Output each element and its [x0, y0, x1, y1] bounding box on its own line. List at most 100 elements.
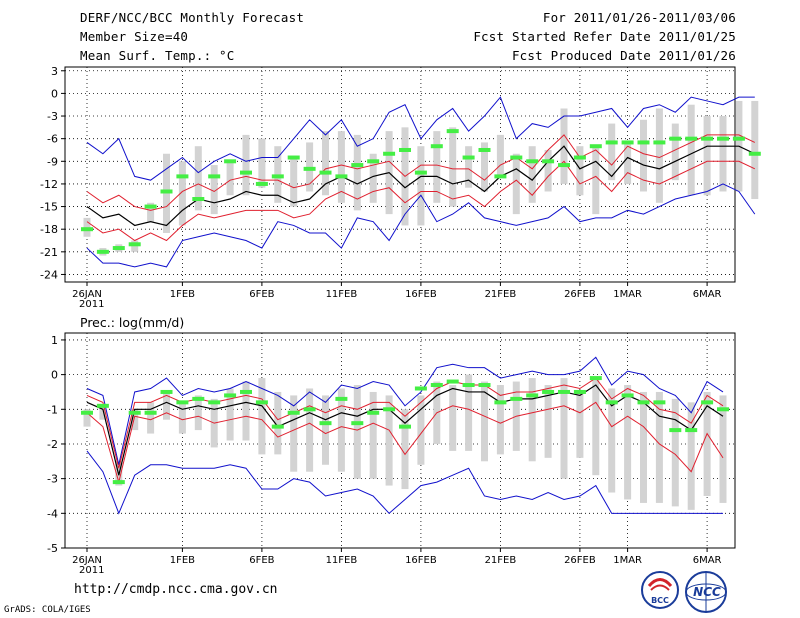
- temp-ytick-label: -9: [47, 155, 58, 168]
- prec-ensemble-bar: [608, 388, 616, 493]
- temp-ytick-label: -21: [40, 246, 58, 259]
- prec-chart-title: Prec.: log(mm/d): [80, 315, 184, 330]
- temp-clim-marker: [717, 136, 729, 141]
- temp-ensemble-bar: [576, 146, 584, 196]
- temp-ytick-label: -3: [47, 110, 58, 123]
- prec-clim-marker: [81, 410, 93, 415]
- temp-ensemble-bar: [433, 131, 441, 203]
- prec-ensemble-bar: [258, 378, 266, 455]
- prec-ytick-label: -4: [47, 507, 58, 520]
- temp-ensemble-bar: [687, 104, 695, 196]
- prec-xtick-year: 2011: [79, 565, 104, 576]
- temp-ensemble-bar: [417, 146, 425, 226]
- source-url[interactable]: http://cmdp.ncc.cma.gov.cn: [74, 582, 278, 597]
- prec-ensemble-bar: [306, 388, 314, 472]
- prec-ensemble-bar: [528, 378, 536, 462]
- temp-clim-marker: [176, 174, 189, 179]
- temp-ensemble-bar: [258, 138, 266, 188]
- prec-ensemble-bar: [147, 402, 155, 434]
- temp-ensemble-bar: [544, 149, 552, 192]
- prec-clim-marker: [589, 376, 602, 381]
- temp-ensemble-bar: [290, 157, 298, 207]
- member-size: Member Size=40: [80, 29, 189, 44]
- prec-xtick-label: 1FEB: [170, 555, 195, 566]
- temp-ytick-label: 0: [51, 87, 58, 100]
- temp-clim-marker: [240, 170, 252, 175]
- temp-xtick-year: 2011: [79, 299, 104, 310]
- prec-xtick-label: 1MAR: [613, 555, 642, 566]
- prec-clim-marker: [96, 403, 109, 408]
- temp-clim-marker: [335, 174, 348, 179]
- temp-ensemble-bar: [640, 119, 647, 192]
- temp-ensemble-bar: [608, 123, 616, 181]
- temp-clim-marker: [144, 204, 157, 209]
- prec-ensemble-bar: [163, 391, 170, 420]
- prec-clim-marker: [462, 383, 475, 388]
- prec-xtick-label: 16FEB: [405, 555, 437, 566]
- temp-ensemble-bar: [512, 153, 520, 215]
- prec-clim-marker: [430, 383, 443, 388]
- temp-ytick-label: -12: [40, 178, 58, 191]
- prec-clim-marker: [224, 393, 237, 398]
- temp-ensemble-bar: [496, 134, 504, 177]
- prec-clim-marker: [446, 379, 459, 384]
- temp-clim-marker: [526, 159, 539, 164]
- temp-ensemble-bar: [449, 127, 457, 207]
- prec-ensemble-bar: [83, 409, 91, 427]
- temp-clim-marker: [494, 174, 507, 179]
- prec-ensemble-bar: [290, 395, 298, 472]
- temp-xtick-label: 21FEB: [485, 289, 517, 300]
- prec-ensemble-bar: [178, 402, 186, 434]
- prec-ensemble-bar: [369, 391, 377, 479]
- temp-clim-marker: [637, 140, 650, 145]
- temp-clim-marker: [319, 170, 332, 175]
- temp-xtick-label: 16FEB: [405, 289, 437, 300]
- prec-xtick-label: 6MAR: [693, 555, 722, 566]
- prec-clim-marker: [192, 396, 205, 401]
- prec-ensemble-bar: [719, 395, 727, 503]
- prec-ensemble-bar: [226, 388, 234, 441]
- temp-ensemble-bar: [481, 142, 488, 192]
- prec-clim-marker: [621, 393, 634, 398]
- temp-clim-marker: [542, 159, 555, 164]
- prec-max-line: [86, 356, 724, 465]
- prec-ytick-label: 0: [51, 369, 58, 382]
- temp-ensemble-bar: [528, 146, 536, 203]
- prec-clim-marker: [653, 400, 666, 405]
- prec-clim-marker: [303, 407, 316, 412]
- forecast-produced-date: Fcst Produced Date 2011/01/26: [511, 48, 736, 63]
- prec-ensemble-bar: [624, 385, 632, 500]
- prec-xtick-label: 21FEB: [485, 555, 517, 566]
- temp-clim-marker: [430, 144, 443, 149]
- prec-clim-marker: [494, 400, 507, 405]
- prec-lower-std-line: [86, 401, 724, 485]
- prec-ensemble-bar: [576, 391, 584, 458]
- prec-clim-marker: [573, 389, 586, 394]
- prec-clim-marker: [558, 389, 570, 394]
- prec-ensemble-bar: [592, 378, 600, 476]
- temp-clim-marker: [192, 197, 205, 202]
- temp-clim-marker: [96, 249, 109, 254]
- temp-clim-marker: [653, 140, 666, 145]
- prec-clim-marker: [478, 383, 491, 388]
- temp-max-line: [86, 96, 755, 181]
- prec-clim-marker: [335, 396, 348, 401]
- prec-clim-marker: [637, 400, 650, 405]
- temp-clim-marker: [685, 136, 698, 141]
- temp-clim-marker: [558, 163, 570, 168]
- prec-clim-marker: [176, 400, 189, 405]
- temp-xtick-label: 26FEB: [564, 289, 596, 300]
- prec-clim-marker: [399, 424, 411, 429]
- temp-xtick-label: 1FEB: [170, 289, 195, 300]
- prec-ensemble-bar: [703, 391, 711, 496]
- temp-clim-marker: [573, 155, 586, 160]
- temp-ensemble-bar: [751, 100, 759, 200]
- prec-xtick-label: 26JAN: [72, 555, 102, 566]
- temp-ensemble-bar: [194, 146, 202, 211]
- forecast-start-date: Fcst Started Refer Date 2011/01/25: [473, 29, 736, 44]
- prec-ensemble-bar: [560, 378, 568, 479]
- ncc-logo-text: NCC: [693, 585, 721, 599]
- temp-clim-marker: [271, 174, 284, 179]
- temp-ytick-label: -24: [40, 268, 58, 281]
